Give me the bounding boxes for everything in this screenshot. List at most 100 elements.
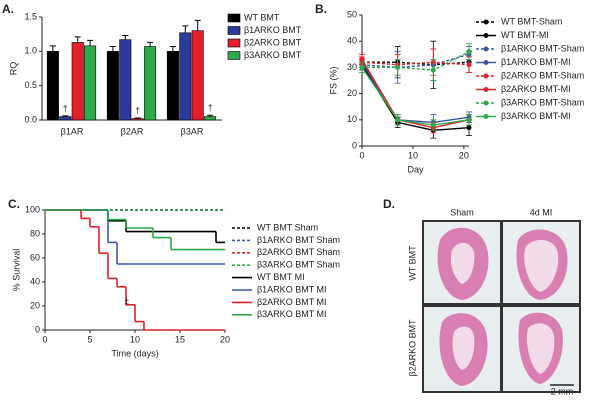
x-axis-label: Day	[407, 164, 424, 174]
legend-marker	[483, 33, 489, 38]
x-tick-label: 0	[359, 150, 364, 160]
marker	[466, 49, 472, 55]
error-bar	[147, 41, 154, 47]
legend-marker	[483, 114, 489, 119]
marker	[395, 117, 401, 123]
marker	[430, 122, 436, 128]
bar	[191, 30, 204, 121]
error-bar	[182, 25, 189, 33]
heart-lumen	[450, 242, 475, 284]
y-tick-label: 40	[30, 276, 40, 286]
heart-lumen	[524, 239, 559, 292]
x-tick-label: 0	[42, 334, 47, 344]
legend-label: WT BMT MI	[257, 272, 305, 282]
panel-d: D. Sham 4d MI WT BMT β2ARKO BMT 2 mm	[383, 197, 581, 396]
x-tick-label: β1AR	[61, 126, 84, 136]
heart-lumen	[526, 323, 555, 374]
error-bar	[207, 114, 214, 117]
x-tick-label: β2AR	[121, 126, 144, 136]
error-bar	[169, 46, 176, 52]
x-tick-label: 15	[175, 334, 185, 344]
x-tick-label: 20	[220, 334, 230, 344]
marker	[466, 125, 472, 131]
annotation: †	[63, 103, 68, 113]
marker	[395, 64, 401, 70]
y-tick-label: 10	[347, 114, 357, 124]
x-tick-label: 10	[130, 334, 140, 344]
line	[361, 53, 470, 69]
legend-label: β1ARKO BMT-MI	[501, 57, 571, 67]
y-tick-label: 1.5	[24, 11, 37, 21]
legend-label: β3ARKO BMT MI	[257, 309, 327, 319]
y-tick-label: 80	[30, 228, 40, 238]
error-bar	[49, 45, 56, 52]
legend-label: β1ARKO BMT	[244, 25, 302, 35]
y-axis-label: % Survival	[11, 249, 21, 292]
legend-swatch	[227, 13, 241, 23]
line	[362, 61, 470, 66]
legend-label: β3ARKO BMT	[244, 50, 302, 60]
legend-label: β3ARKO BMT-Sham	[501, 97, 584, 107]
legend-label: WT BMT-MI	[501, 30, 549, 40]
marker	[430, 67, 436, 73]
y-tick-label: 40	[347, 36, 357, 46]
legend-label: WT BMT-Sham	[501, 16, 562, 26]
marker	[359, 64, 365, 70]
y-tick-label: 50	[347, 9, 357, 19]
bar	[106, 51, 119, 121]
line	[362, 51, 470, 71]
error-bar	[134, 117, 141, 119]
y-axis-label: RQ	[8, 62, 18, 76]
bar	[71, 42, 84, 121]
line	[361, 61, 470, 124]
legend-label: β3ARKO BMT-MI	[501, 111, 571, 121]
line	[361, 59, 470, 129]
annotation: †	[135, 105, 140, 115]
y-tick-label: 0.0	[24, 114, 37, 124]
legend-swatch	[227, 38, 241, 48]
x-tick-label: 10	[408, 150, 418, 160]
bar	[131, 118, 144, 121]
bar	[204, 116, 217, 121]
legend-marker	[483, 60, 489, 65]
bar	[46, 51, 59, 121]
panel-label: A.	[2, 2, 14, 16]
y-tick-label: 0	[352, 140, 357, 150]
y-tick-label: 20	[347, 88, 357, 98]
y-tick-label: 60	[30, 252, 40, 262]
bar	[179, 32, 192, 121]
bar	[144, 46, 157, 121]
line	[361, 61, 470, 66]
x-tick-label: 5	[87, 334, 92, 344]
y-tick-label: 30	[347, 62, 357, 72]
legend-marker	[483, 73, 489, 79]
legend-label: β2ARKO BMT	[244, 37, 302, 47]
legend-label: WT BMT	[244, 12, 280, 22]
error-bar	[87, 39, 94, 46]
marker	[466, 62, 472, 68]
y-tick-label: 20	[30, 300, 40, 310]
legend-label: β2ARKO BMT Sham	[257, 247, 340, 257]
annotation: ‡	[124, 297, 129, 307]
legend-label: β1ARKO BMT Sham	[257, 235, 340, 245]
panel-label: C.	[8, 197, 20, 211]
legend-label: WT BMT Sham	[257, 222, 318, 232]
legend-label: β2ARKO BMT-MI	[501, 84, 571, 94]
row-label: WT BMT	[407, 245, 417, 281]
legend-marker	[483, 100, 489, 106]
y-tick-label: 100	[25, 204, 40, 214]
error-bar	[74, 36, 81, 43]
legend-label: β2ARKO BMT-Sham	[501, 70, 584, 80]
y-tick-label: 0.5	[24, 80, 37, 90]
marker	[466, 117, 472, 123]
column-label: Sham	[450, 207, 474, 217]
legend-label: β1ARKO BMT-Sham	[501, 43, 584, 53]
error-bar	[109, 46, 116, 52]
marker	[359, 57, 365, 63]
x-axis-label: Time (days)	[111, 348, 158, 358]
error-bar	[194, 19, 201, 31]
legend-swatch	[227, 26, 241, 35]
bar	[119, 39, 132, 121]
y-tick-label: 0	[35, 324, 40, 334]
x-tick-label: 20	[459, 150, 469, 160]
